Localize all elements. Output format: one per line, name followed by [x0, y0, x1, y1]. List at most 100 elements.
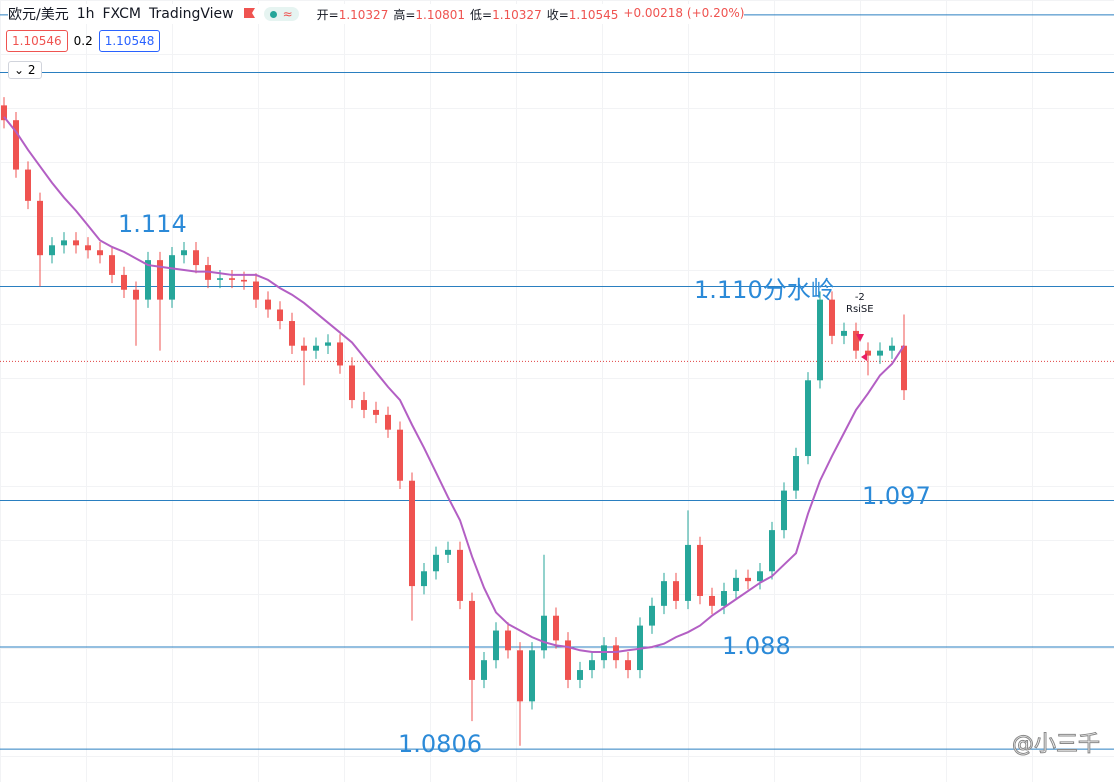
candle-body [565, 640, 571, 680]
candle-body [625, 660, 631, 671]
candle-body [385, 414, 391, 430]
interval: 1h [76, 6, 95, 22]
candle-body [889, 345, 895, 351]
candle-body [25, 169, 31, 201]
quote-row: 1.10546 0.2 1.10548 [6, 30, 161, 52]
header: 欧元/美元 1h FXCM TradingView ≈ 开=1.10327 高=1… [8, 4, 745, 24]
signal-arrow [861, 353, 867, 361]
badge: ≈ [282, 7, 293, 21]
candle-body [133, 289, 139, 300]
annotation: 1.088 [722, 632, 791, 660]
candle-body [673, 581, 679, 601]
candle-body [517, 650, 523, 702]
candle-body [493, 630, 499, 661]
signal-name: RsiSE [846, 304, 874, 315]
candle-body [829, 299, 835, 336]
candle-body [445, 549, 451, 555]
candle-body [37, 200, 43, 256]
candle-body [457, 549, 463, 601]
watermark: @小三千 [1011, 732, 1100, 758]
candle-body [325, 342, 331, 346]
indicator-toggle[interactable]: ⌄ 2 [8, 61, 42, 79]
candle-body [73, 240, 79, 246]
candle-body [301, 345, 307, 351]
candle-body [109, 255, 115, 275]
annotation: 1.0806 [398, 730, 482, 758]
candle-body [661, 581, 667, 606]
candle-body [901, 345, 907, 391]
ohlc-value: 1.10545 [568, 7, 619, 22]
candle-body [817, 299, 823, 381]
candle-body [337, 342, 343, 366]
ohlc-label: 收= [546, 7, 569, 22]
candle-body [685, 544, 691, 601]
candle-body [361, 400, 367, 410]
broker: FXCM [102, 6, 141, 22]
candle-body [541, 615, 547, 651]
candle-body [289, 321, 295, 346]
candle-body [769, 530, 775, 572]
candle-body [721, 591, 727, 606]
bid-box[interactable]: 1.10546 [6, 30, 68, 52]
candle-body [241, 279, 247, 282]
ohlc-label: 开= [316, 7, 339, 22]
candle-body [505, 630, 511, 651]
candle-body [313, 345, 319, 351]
ask-box[interactable]: 1.10548 [98, 30, 161, 52]
ohlc-item: 开=1.10327 [317, 6, 389, 23]
candle-body [529, 650, 535, 702]
candle-body [253, 281, 259, 300]
ohlc-label: 低= [470, 7, 493, 22]
candle-body [577, 670, 583, 680]
candle-body [757, 571, 763, 582]
moving-average [3, 116, 905, 653]
candle-body [49, 245, 55, 256]
signal-arrow [856, 334, 864, 342]
ohlc-item: 高=1.10801 [393, 6, 465, 23]
candle-body [169, 255, 175, 300]
candle-body [181, 250, 187, 256]
candle-body [97, 250, 103, 256]
candle-body [853, 330, 859, 351]
annotation: 1.097 [862, 482, 931, 510]
indicator-count: 2 [27, 63, 36, 77]
candle-body [229, 278, 235, 280]
candle-body [697, 544, 703, 596]
ohlc-item: 低=1.10327 [470, 6, 542, 23]
flag-icon[interactable] [242, 7, 256, 21]
candle-body [781, 490, 787, 531]
candle-body [649, 605, 655, 626]
candle-body [277, 309, 283, 322]
candle-body [709, 595, 715, 606]
candle-body [121, 274, 127, 290]
candle-body [733, 577, 739, 592]
candle-body [745, 577, 751, 582]
candle-body [13, 120, 19, 170]
candle-body [481, 660, 487, 680]
signal-count: -2 [854, 292, 865, 303]
candle-body [349, 365, 355, 401]
status-pill[interactable]: ≈ [263, 7, 299, 21]
change: +0.00218 (+0.20%) [623, 5, 745, 20]
ohlc-value: 1.10801 [415, 7, 466, 22]
ohlc: 开=1.10327 高=1.10801 低=1.10327 收=1.10545 +0.0… [317, 6, 745, 23]
candle-body [145, 260, 151, 300]
candle-body [589, 660, 595, 671]
candle-body [217, 278, 223, 280]
candle-body [397, 429, 403, 481]
candle-body [433, 554, 439, 572]
spread: 0.2 [73, 34, 93, 48]
candle-body [793, 456, 799, 491]
candle-body [193, 250, 199, 266]
candle-body [865, 350, 871, 356]
ohlc-value: 1.10327 [492, 7, 542, 22]
symbol: 欧元/美元 [8, 7, 69, 23]
annotation: 1.110分水岭 [694, 276, 835, 304]
candle-body [469, 600, 475, 680]
candle-body [265, 299, 271, 310]
candle-body [61, 240, 67, 246]
candle-body [877, 350, 883, 356]
candle-body [409, 480, 415, 587]
